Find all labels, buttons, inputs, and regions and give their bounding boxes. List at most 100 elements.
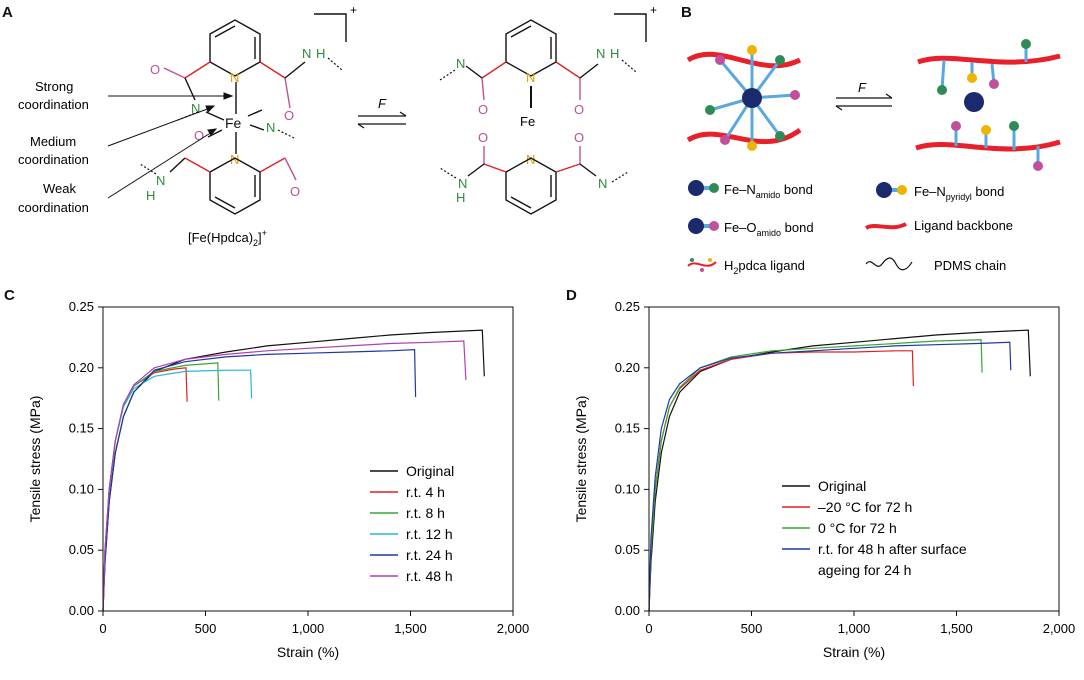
series-line-4	[102, 348, 417, 612]
annotation-medium: Medium	[30, 134, 76, 149]
x-tick-label: 1,000	[838, 621, 871, 636]
legend-glyph-fe-o-amido	[688, 218, 719, 234]
atom-h-bottom-left: H	[146, 188, 155, 203]
charge-left: +	[350, 3, 357, 17]
legend-fe-o-amido: Fe–Oamido bond	[724, 220, 814, 238]
atom-o-dissociated-bottom-right: O	[574, 130, 584, 145]
legend-glyph-fe-n-amido	[688, 180, 719, 196]
y-tick-label: 0.00	[615, 603, 640, 618]
chart-d-legend: Original –20 °C for 72 h 0 °C for 72 h r.t.…	[782, 478, 967, 578]
schematic-bound-network	[686, 45, 802, 151]
legend-entry: r.t. 4 h	[406, 484, 445, 500]
chart-d: 0 500 1,000 1,500 2,000 0.00 0.05 0.10 0.15 0.20…	[573, 299, 1076, 660]
atom-n-dissociated-bottom: N	[526, 152, 535, 167]
charge-right: +	[650, 3, 657, 17]
chart-c-xlabel: Strain (%)	[277, 644, 339, 660]
x-tick-label: 0	[99, 621, 106, 636]
panel-letter-c: C	[4, 287, 15, 304]
atom-n-pyridyl-top: N	[230, 70, 239, 85]
chart-c-ylabel: Tensile stress (MPa)	[27, 396, 43, 523]
series-line-2	[102, 362, 220, 612]
legend-entry: ageing for 24 h	[818, 562, 911, 578]
series-line-3	[648, 341, 1012, 612]
y-tick-label: 0.25	[69, 299, 94, 314]
atom-n-top-right: N	[302, 46, 311, 61]
y-tick-label: 0.25	[615, 299, 640, 314]
legend-fe-n-amido: Fe–Namido bond	[724, 182, 813, 200]
panel-letter-a: A	[2, 4, 13, 21]
chart-d-ylabel: Tensile stress (MPa)	[573, 396, 589, 523]
atom-n-dissociated-top-left: N	[456, 56, 465, 71]
atom-h-dissociated-top-right: H	[610, 46, 619, 61]
atom-o-dissociated-bottom-left: O	[478, 130, 488, 145]
atom-o-dissociated-top-right: O	[574, 102, 584, 117]
x-tick-label: 0	[645, 621, 652, 636]
series-line-1	[102, 367, 188, 612]
y-tick-label: 0.05	[615, 542, 640, 557]
legend-entry: Original	[818, 478, 866, 494]
complex-label: [Fe(Hpdca)2]+	[188, 228, 267, 248]
chart-d-xlabel: Strain (%)	[823, 644, 885, 660]
atom-n-dissociated-bottom-left: N	[458, 176, 467, 191]
x-tick-label: 1,000	[292, 621, 325, 636]
y-tick-label: 0.00	[69, 603, 94, 618]
y-tick-label: 0.20	[615, 360, 640, 375]
panel-letter-d: D	[566, 287, 577, 304]
x-tick-label: 2,000	[1043, 621, 1076, 636]
x-tick-label: 500	[195, 621, 217, 636]
equilibrium-arrows-b	[835, 93, 893, 111]
chart-c: 0 500 1,000 1,500 2,000 0.00 0.05 0.10 0.15 0.20…	[27, 299, 530, 660]
y-tick-label: 0.05	[69, 542, 94, 557]
legend-entry: r.t. for 48 h after surface	[818, 541, 967, 557]
pyridine-ring-bottom	[209, 157, 261, 215]
annotation-arrows	[107, 92, 234, 199]
series-line-5	[102, 340, 467, 612]
annotation-weak-coordination: coordination	[18, 200, 89, 215]
legend-h2pdca-ligand: H2pdca ligand	[724, 258, 805, 276]
legend-ligand-backbone: Ligand backbone	[914, 218, 1013, 233]
legend-entry: Original	[406, 463, 454, 479]
atom-o-top-left: O	[150, 62, 160, 77]
y-tick-label: 0.10	[615, 481, 640, 496]
x-tick-label: 1,500	[394, 621, 427, 636]
y-tick-label: 0.15	[615, 421, 640, 436]
legend-pdms-chain: PDMS chain	[934, 258, 1006, 273]
series-line-3	[102, 369, 253, 612]
atom-o-dissociated-top-left: O	[478, 102, 488, 117]
atom-n-pyridyl-bottom: N	[230, 152, 239, 167]
atom-o-bottom-right: O	[290, 184, 300, 199]
atom-fe-dissociated: Fe	[520, 114, 535, 129]
x-tick-label: 500	[741, 621, 763, 636]
panel-b-schematic: F Fe–Namido bond Fe–Np	[686, 39, 1061, 276]
atom-n-amido-left: N	[191, 101, 200, 116]
legend-fe-n-pyridyl: Fe–Npyridyl bond	[914, 184, 1004, 202]
panel-a-structure: + N O N O N H Fe N O N N H O	[18, 3, 657, 248]
annotation-strong: Strong	[35, 79, 73, 94]
y-tick-label: 0.10	[69, 481, 94, 496]
y-tick-label: 0.15	[69, 421, 94, 436]
legend-entry: r.t. 8 h	[406, 505, 445, 521]
legend-glyph-pdms-chain	[865, 257, 913, 271]
charge-bracket-right: +	[614, 3, 657, 42]
legend-entry: r.t. 12 h	[406, 526, 453, 542]
annotation-medium-coordination: coordination	[18, 152, 89, 167]
panel-letter-b: B	[681, 4, 692, 21]
legend-entry: r.t. 48 h	[406, 568, 453, 584]
legend-glyph-h2pdca-ligand	[687, 258, 717, 272]
y-tick-label: 0.20	[69, 360, 94, 375]
annotation-strong-coordination: coordination	[18, 97, 89, 112]
schematic-dissociated-network	[915, 39, 1061, 171]
chart-c-legend: Original r.t. 4 h r.t. 8 h r.t. 12 h r.t. 24…	[370, 463, 454, 584]
pyridine-ring-dissociated-bottom	[505, 157, 557, 215]
atom-fe-complex: Fe	[225, 115, 242, 131]
pyridine-ring-dissociated-top	[505, 19, 557, 77]
atom-h-dissociated-bottom-left: H	[456, 190, 465, 205]
atom-n-bottom-left: N	[156, 173, 165, 188]
x-tick-label: 2,000	[497, 621, 530, 636]
series-line-2	[648, 339, 983, 612]
force-label-a: F	[378, 96, 387, 111]
legend-glyph-ligand-backbone	[864, 222, 907, 230]
atom-o-top-right: O	[284, 108, 294, 123]
legend-entry: r.t. 24 h	[406, 547, 453, 563]
atom-h-top-right: H	[316, 46, 325, 61]
